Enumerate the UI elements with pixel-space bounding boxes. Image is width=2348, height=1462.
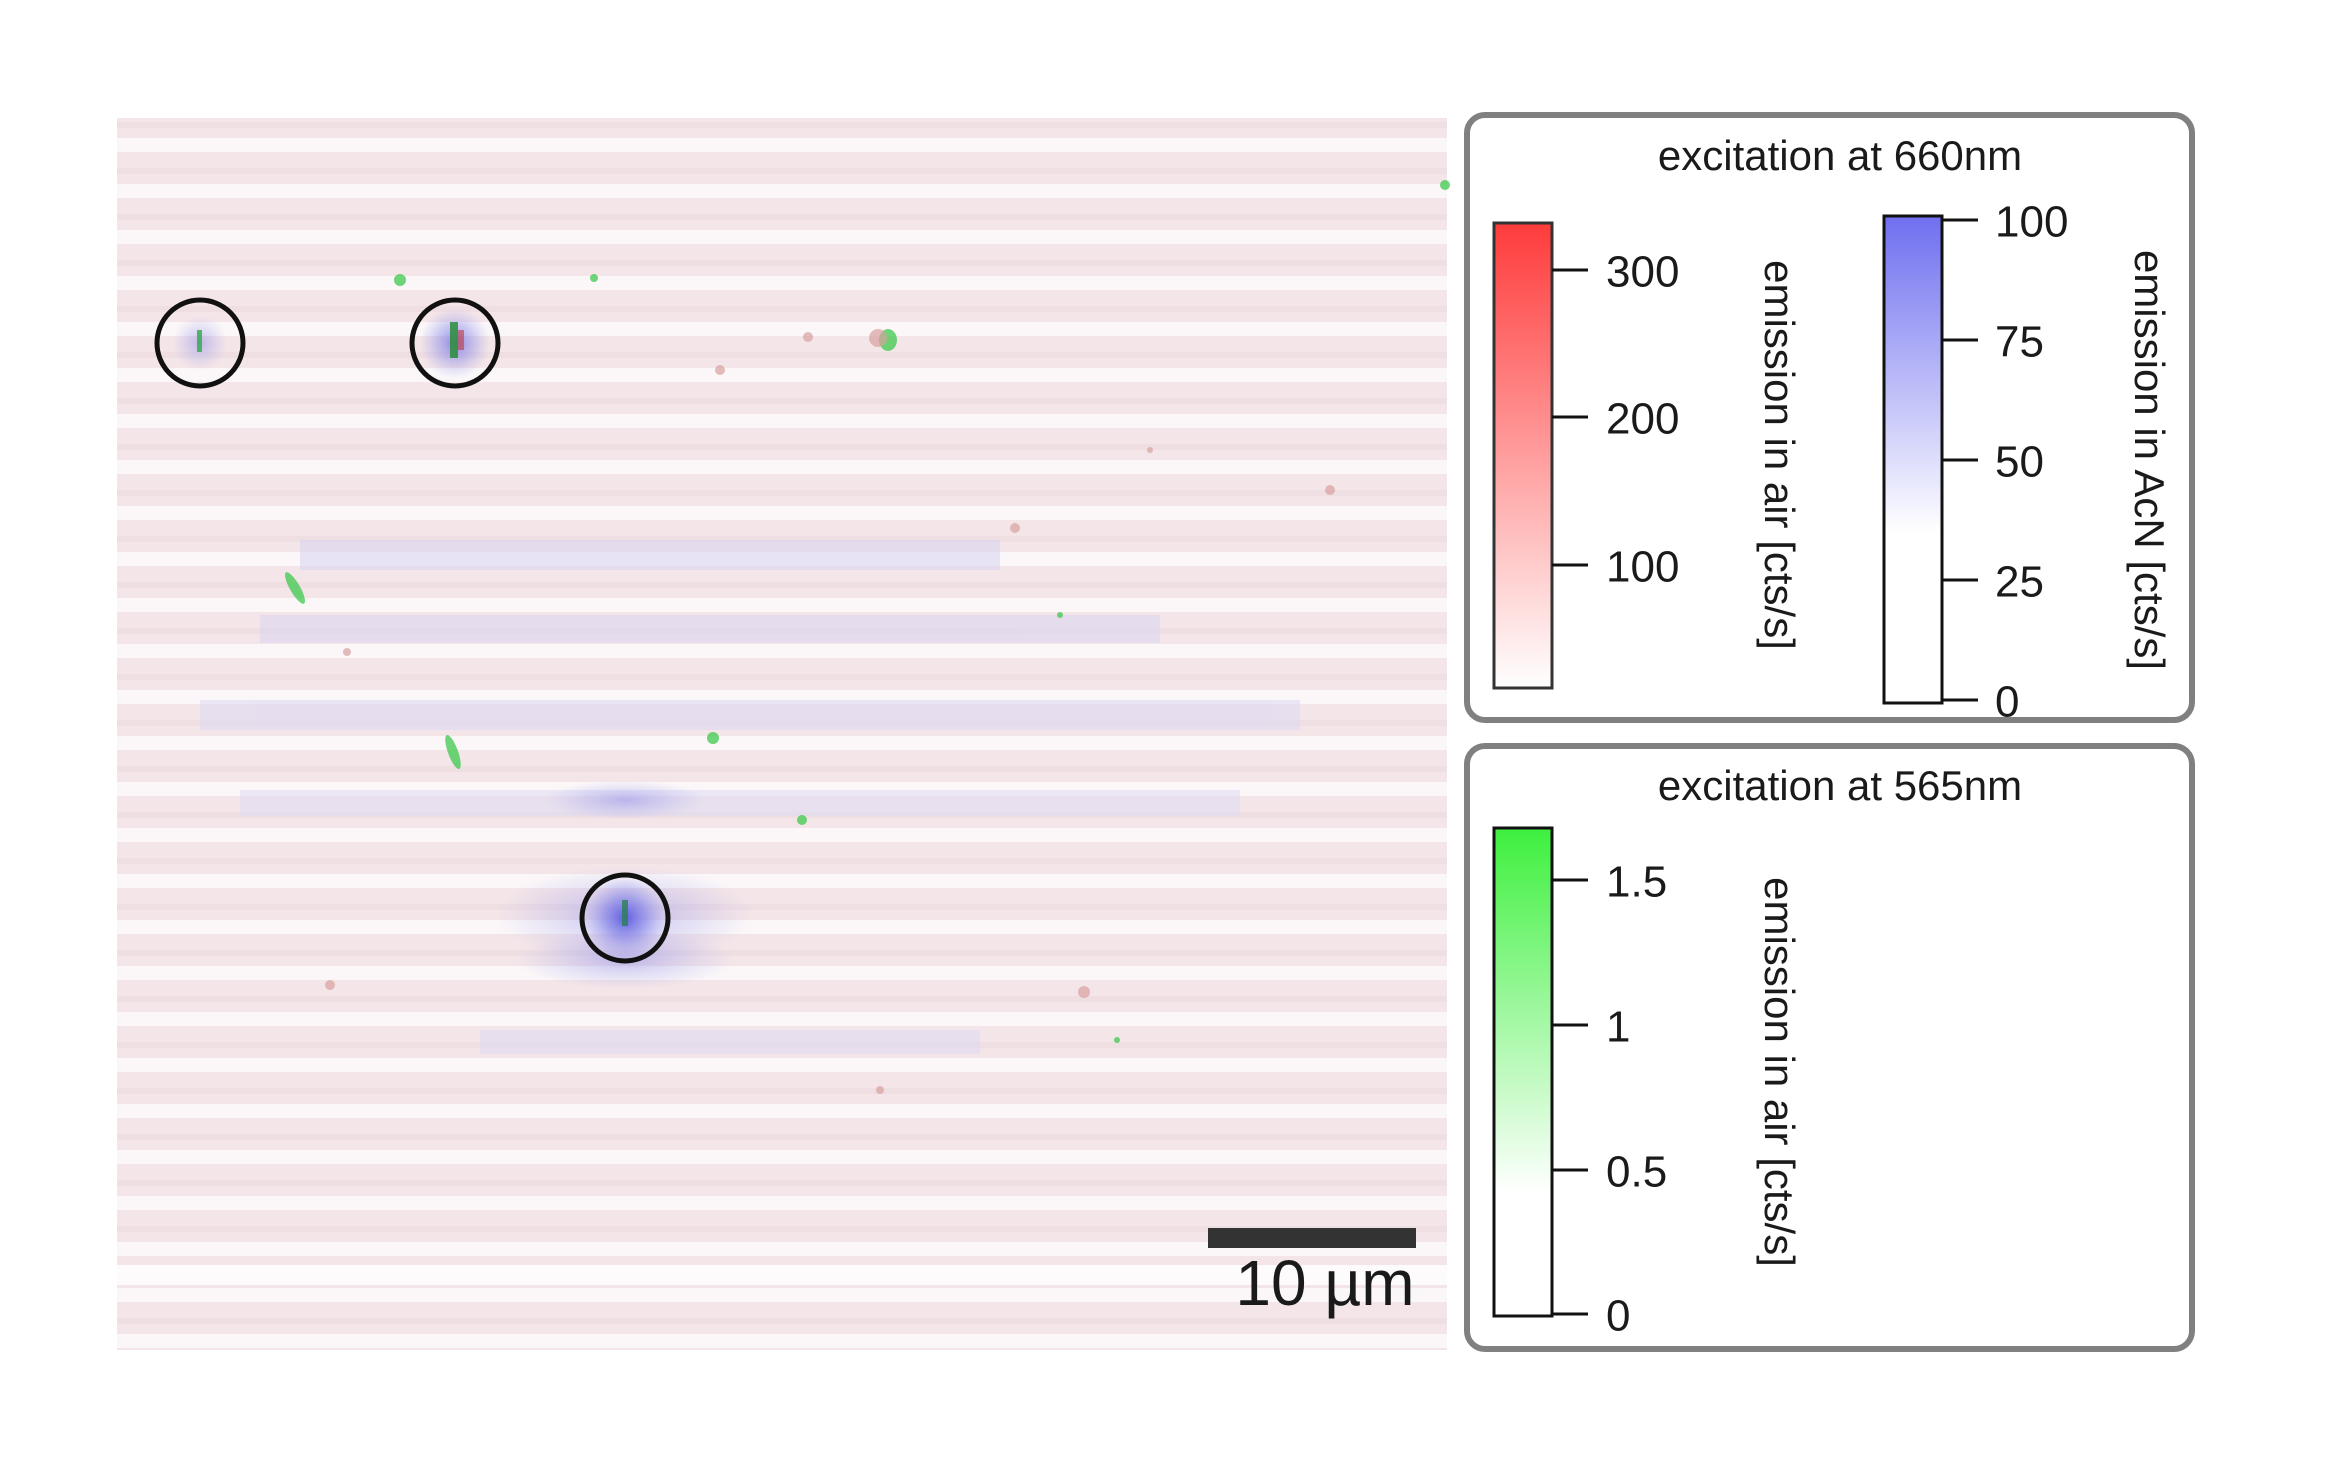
- particle-circle-3: [579, 872, 671, 964]
- green-colorbar-label: emission in air [cts/s]: [1756, 877, 1803, 1267]
- legend-panel-660: excitation at 660nm 300 200 100 emission…: [1464, 112, 2195, 727]
- red-tick-100: 100: [1606, 543, 1679, 592]
- red-tick-200: 200: [1606, 395, 1679, 444]
- scale-bar-label: 10 µm: [1235, 1247, 1414, 1319]
- red-colorbar: 300 200 100 emission in air [cts/s]: [1492, 221, 1803, 690]
- blue-tick-25: 25: [1995, 558, 2044, 607]
- red-tick-300: 300: [1606, 248, 1679, 297]
- microscopy-image: 10 µm: [117, 118, 1450, 1350]
- particle-green-marker: [197, 330, 202, 352]
- particle-circles: [154, 297, 671, 964]
- green-specks: [285, 180, 1450, 1043]
- particle-circle-2: [409, 297, 501, 389]
- blue-colorbar: 100 75 50 25 0 emission in AcN [cts/s]: [1882, 198, 2173, 727]
- scale-bar: [1208, 1228, 1416, 1248]
- blue-tick-100: 100: [1995, 198, 2068, 247]
- red-colorbar-label: emission in air [cts/s]: [1756, 260, 1803, 650]
- blue-colorbar-label: emission in AcN [cts/s]: [2126, 250, 2173, 670]
- green-tick-1.5: 1.5: [1606, 858, 1667, 907]
- blue-tick-75: 75: [1995, 318, 2044, 367]
- particle-circle-1: [154, 297, 246, 389]
- red-specks: [325, 329, 1335, 1094]
- green-colorbar: 1.5 1 0.5 0 emission in air [cts/s]: [1492, 826, 1803, 1341]
- legend-565-title: excitation at 565nm: [1658, 762, 2022, 809]
- blue-background-bands: [200, 540, 1300, 1054]
- legend-660-title: excitation at 660nm: [1658, 132, 2022, 179]
- particle-green-marker: [622, 900, 628, 926]
- particle-green-marker: [450, 322, 458, 358]
- green-tick-0: 0: [1606, 1292, 1630, 1341]
- green-tick-0.5: 0.5: [1606, 1148, 1667, 1197]
- legend-panel-565: excitation at 565nm 1.5 1 0.5 0 emission…: [1464, 743, 2195, 1352]
- blue-tick-50: 50: [1995, 438, 2044, 487]
- green-tick-1: 1: [1606, 1003, 1630, 1052]
- blue-tick-0: 0: [1995, 678, 2019, 727]
